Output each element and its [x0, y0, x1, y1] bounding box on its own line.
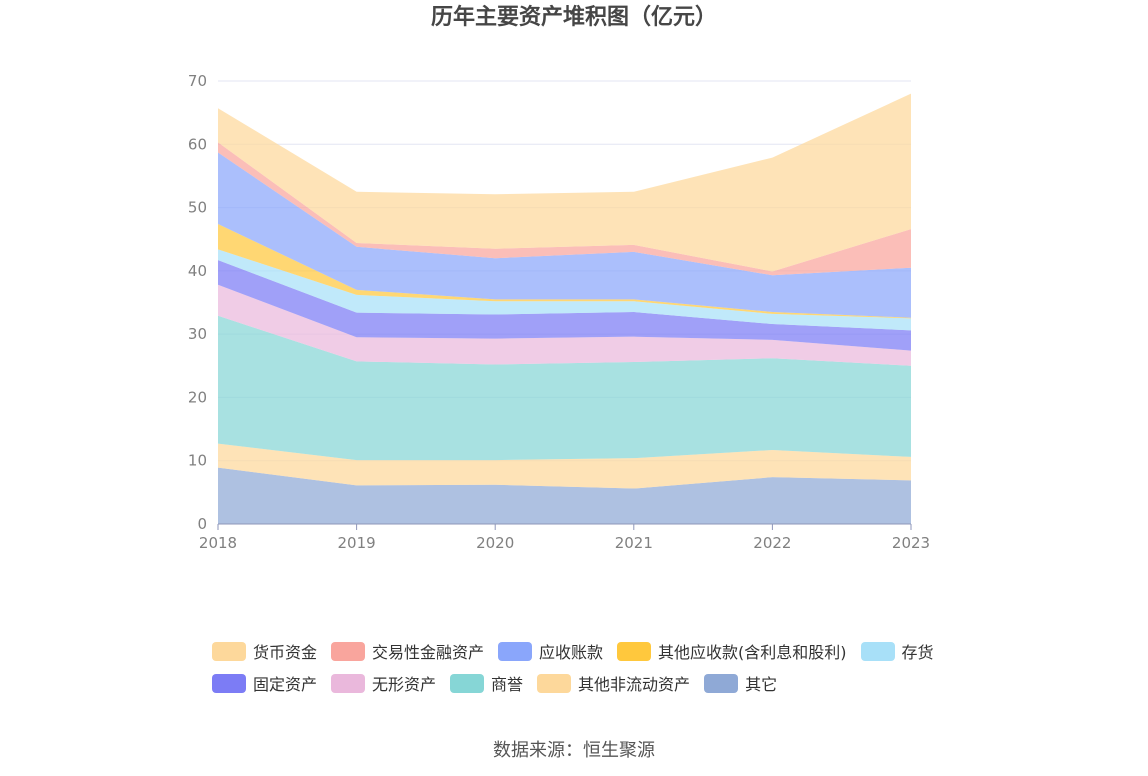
area-series-5	[218, 260, 911, 351]
legend-label: 商誉	[491, 675, 524, 694]
legend-item[interactable]: 无形资产	[331, 671, 436, 695]
legend-label: 货币资金	[253, 643, 318, 662]
legend-swatch	[704, 673, 739, 693]
area-series-7	[218, 224, 911, 319]
legend-label: 其它	[745, 675, 778, 694]
area-series-8	[218, 152, 911, 318]
legend-item[interactable]: 其它	[704, 671, 777, 695]
legend-item[interactable]: 其他非流动资产	[537, 671, 690, 695]
legend-swatch	[617, 641, 652, 661]
area-series-4	[218, 284, 911, 366]
x-tick-label: 2021	[615, 534, 653, 552]
x-tick-label: 2023	[892, 534, 930, 552]
legend-item[interactable]: 应收账款	[498, 639, 603, 663]
y-tick-label: 60	[188, 135, 207, 153]
legend-label: 存货	[901, 643, 934, 662]
area-series-10	[218, 93, 911, 272]
legend-row-1: 货币资金 交易性金融资产 应收账款 其他应收款(含利息和股利) 存货	[212, 640, 972, 662]
legend-swatch	[860, 641, 895, 661]
area-series-1	[218, 467, 911, 524]
x-tick-label: 2018	[199, 534, 237, 552]
y-tick-label: 10	[188, 452, 207, 470]
legend-item[interactable]: 其他应收款(含利息和股利)	[617, 639, 847, 663]
y-tick-label: 0	[197, 515, 207, 533]
legend-item[interactable]: 货币资金	[212, 639, 317, 663]
x-tick-label: 2020	[476, 534, 514, 552]
area-series-2	[218, 443, 911, 489]
stacked-area-chart: 0 10 20 30 40 50 60 70 2018 2019 2020 2021 2022 2023	[188, 72, 930, 552]
area-series-3	[218, 315, 911, 461]
x-tick-label: 2022	[753, 534, 791, 552]
legend-label: 交易性金融资产	[372, 643, 485, 662]
area-series-layer	[218, 93, 911, 524]
legend-item[interactable]: 固定资产	[212, 671, 317, 695]
y-tick-label: 70	[188, 72, 207, 90]
legend-label: 无形资产	[372, 675, 437, 694]
area-series-6	[218, 249, 911, 331]
legend-label: 应收账款	[539, 643, 604, 662]
legend-swatch	[212, 673, 246, 693]
legend-swatch	[331, 641, 366, 661]
legend: 货币资金 交易性金融资产 应收账款 其他应收款(含利息和股利) 存货 固定资产 无形资产 商…	[212, 640, 972, 704]
y-tick-label: 50	[188, 199, 207, 217]
legend-item[interactable]: 存货	[860, 639, 934, 663]
legend-item[interactable]: 交易性金融资产	[331, 639, 484, 663]
legend-label: 固定资产	[253, 675, 318, 694]
y-tick-label: 40	[188, 262, 207, 280]
legend-swatch	[498, 641, 533, 661]
y-tick-label: 30	[188, 325, 207, 343]
legend-swatch	[212, 641, 246, 661]
legend-swatch	[450, 673, 485, 693]
chart-title: 历年主要资产堆积图（亿元）	[430, 5, 717, 30]
legend-swatch	[331, 673, 366, 693]
legend-swatch	[537, 673, 572, 693]
area-series-9	[218, 142, 911, 276]
legend-item[interactable]: 商誉	[450, 671, 523, 695]
x-tick-label: 2019	[338, 534, 376, 552]
data-source: 数据来源：恒生聚源	[493, 740, 655, 761]
y-tick-label: 20	[188, 388, 207, 406]
legend-label: 其他非流动资产	[578, 675, 691, 694]
axes: 0 10 20 30 40 50 60 70 2018 2019 2020 2021 2022 2023	[188, 72, 930, 552]
legend-label: 其他应收款(含利息和股利)	[658, 643, 847, 662]
legend-row-2: 固定资产 无形资产 商誉 其他非流动资产 其它	[212, 672, 972, 694]
